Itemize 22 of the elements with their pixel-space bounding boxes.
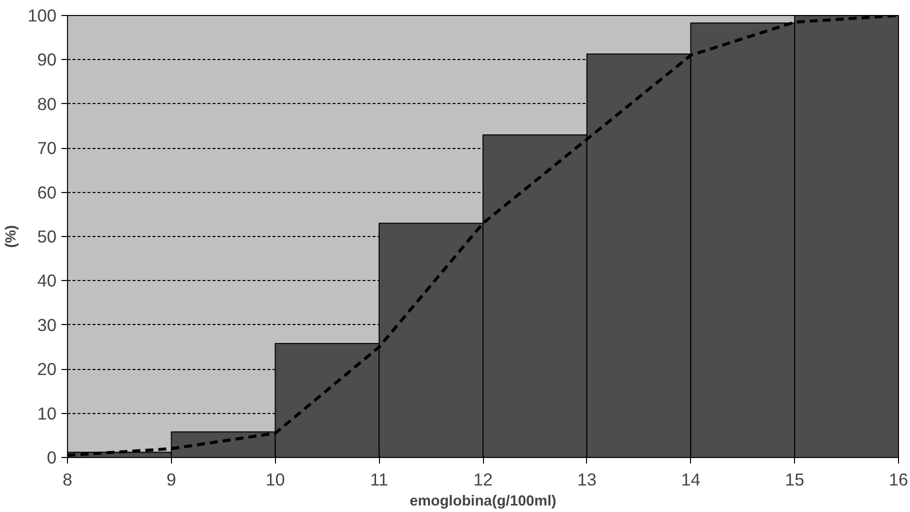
x-tick-label: 9 xyxy=(166,470,176,490)
x-tick-label: 15 xyxy=(784,470,804,490)
y-tick-label: 70 xyxy=(37,138,57,158)
y-tick-label: 50 xyxy=(37,226,57,246)
y-tick-label: 30 xyxy=(37,314,57,335)
x-tick-label: 16 xyxy=(888,470,908,490)
y-tick-label: 60 xyxy=(37,182,57,202)
x-tick-label: 11 xyxy=(370,470,388,490)
y-tick-label: 0 xyxy=(46,448,57,468)
y-tick-label: 20 xyxy=(37,359,57,380)
x-axis-title: emoglobina(g/100ml) xyxy=(410,494,556,510)
x-tick-label: 13 xyxy=(577,470,597,490)
x-tick-label: 8 xyxy=(62,470,72,490)
y-tick-label: 10 xyxy=(37,403,57,424)
y-tick-label: 40 xyxy=(37,270,57,291)
x-tick-label: 10 xyxy=(266,470,285,490)
y-tick-label: 80 xyxy=(37,94,57,114)
x-tick-label: 12 xyxy=(473,470,493,490)
y-axis-title: (%) xyxy=(4,224,20,248)
x-tick-label: 14 xyxy=(681,470,701,490)
y-tick-label: 100 xyxy=(28,6,57,26)
y-tick-label: 90 xyxy=(37,50,57,70)
